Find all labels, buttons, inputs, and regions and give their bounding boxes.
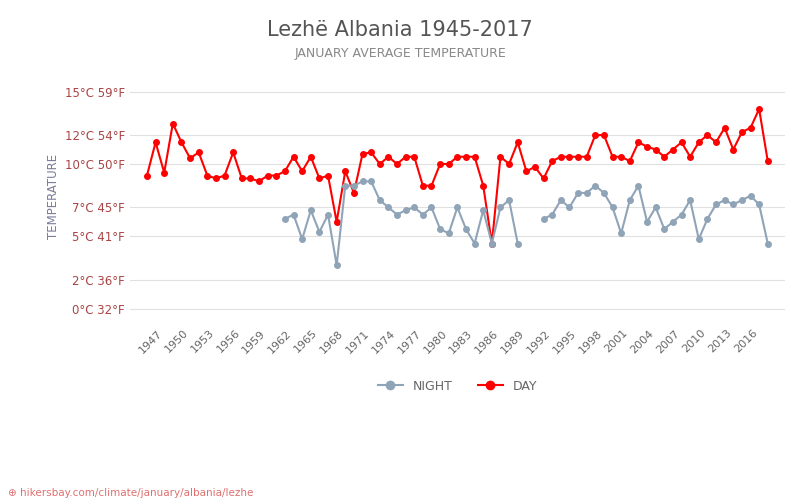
Legend: NIGHT, DAY: NIGHT, DAY	[373, 375, 542, 398]
Y-axis label: TEMPERATURE: TEMPERATURE	[47, 154, 60, 239]
Text: JANUARY AVERAGE TEMPERATURE: JANUARY AVERAGE TEMPERATURE	[294, 48, 506, 60]
Text: ⊕ hikersbay.com/climate/january/albania/lezhe: ⊕ hikersbay.com/climate/january/albania/…	[8, 488, 254, 498]
Text: Lezhë Albania 1945-2017: Lezhë Albania 1945-2017	[267, 20, 533, 40]
